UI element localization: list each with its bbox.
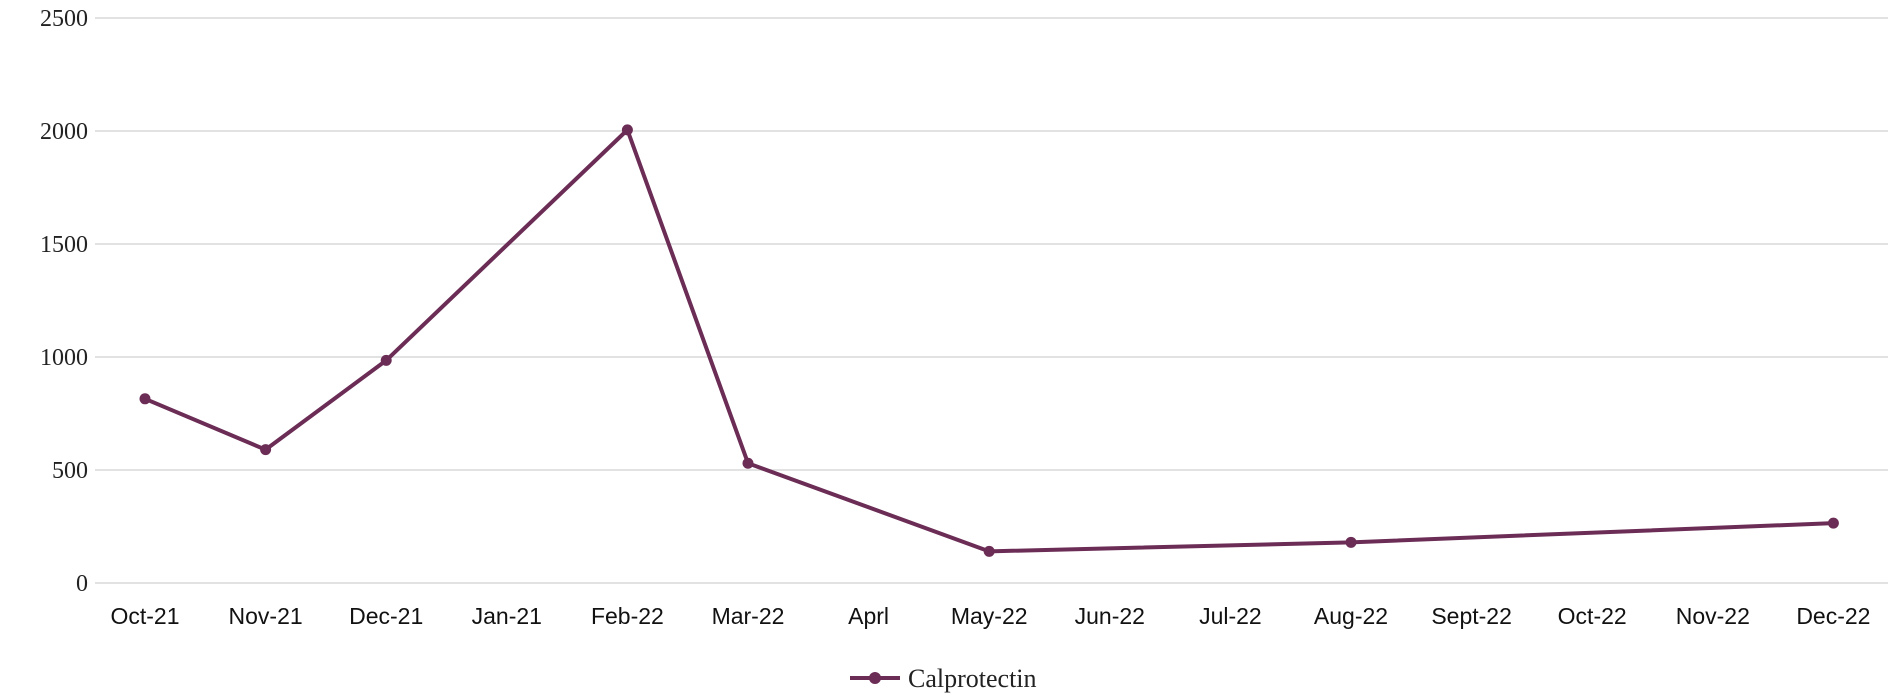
x-tick-label: Dec-22 [1796, 603, 1870, 629]
data-point [380, 354, 392, 366]
data-point [139, 393, 151, 405]
x-tick-label: Dec-21 [349, 603, 423, 629]
y-tick-label: 2000 [40, 119, 88, 145]
y-tick-label: 2500 [40, 6, 88, 32]
series-line [144, 127, 1834, 554]
x-tick-label: Jan-21 [472, 603, 542, 629]
x-tick-label: Jun-22 [1075, 603, 1145, 629]
x-tick-label: Jul-22 [1199, 603, 1262, 629]
y-tick-label: 1000 [40, 345, 88, 371]
x-tick-label: Oct-21 [110, 603, 179, 629]
x-tick-label: Nov-21 [229, 603, 303, 629]
y-tick-label: 1500 [40, 232, 88, 258]
data-point [742, 457, 754, 469]
x-tick-label: Aug-22 [1314, 603, 1388, 629]
series-calprotectin [139, 124, 1839, 557]
data-point [260, 444, 272, 456]
x-tick-label: Aprl [848, 603, 889, 629]
x-tick-label: May-22 [951, 603, 1028, 629]
y-tick-label: 0 [76, 571, 88, 597]
grid-lines [95, 17, 1888, 584]
legend-label-calprotectin: Calprotectin [908, 664, 1037, 693]
data-point [983, 545, 995, 557]
data-point [1827, 517, 1839, 529]
x-tick-label: Feb-22 [591, 603, 664, 629]
y-tick-label: 500 [52, 458, 88, 484]
legend-point-marker [869, 672, 881, 684]
legend: Calprotectin [850, 664, 1037, 693]
x-axis-tick-labels: Oct-21 Nov-21 Dec-21 Jan-21 Feb-22 Mar-22 Aprl… [110, 603, 1870, 629]
x-tick-label: Mar-22 [712, 603, 785, 629]
x-tick-label: Nov-22 [1676, 603, 1750, 629]
data-point [621, 124, 633, 136]
y-axis-tick-labels: 0 500 1000 1500 2000 2500 [40, 6, 88, 597]
x-tick-label: Sept-22 [1431, 603, 1512, 629]
data-point [1345, 536, 1357, 548]
x-tick-label: Oct-22 [1558, 603, 1627, 629]
